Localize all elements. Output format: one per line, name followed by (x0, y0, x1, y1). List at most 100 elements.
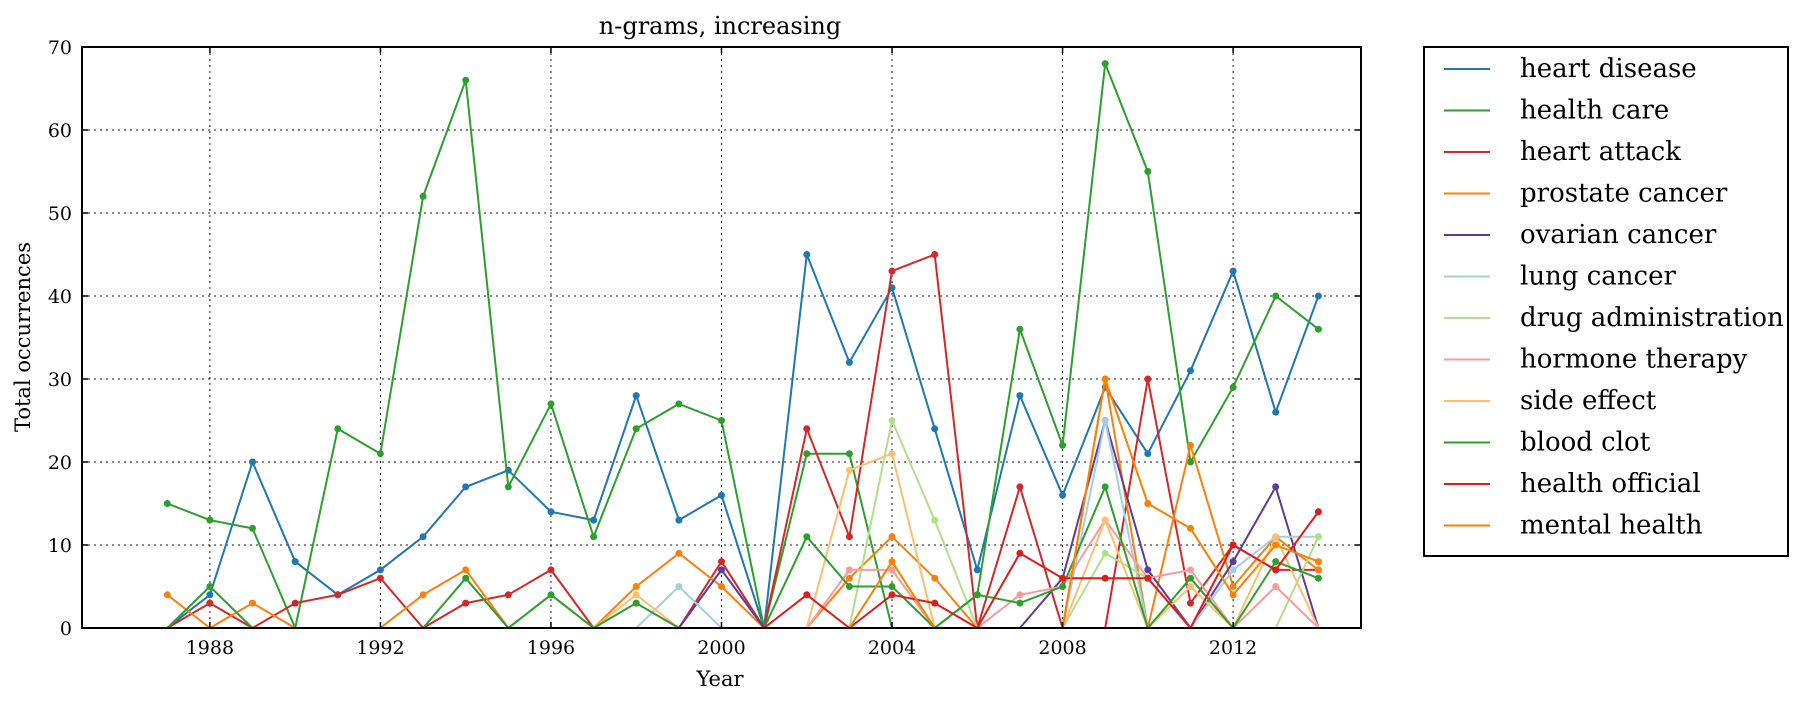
data-point (1272, 292, 1280, 300)
data-point (1272, 583, 1280, 590)
data-point (547, 508, 555, 516)
data-point (1016, 599, 1024, 607)
legend-frame (1423, 46, 1789, 557)
y-tick-label: 70 (48, 37, 72, 59)
data-point (376, 566, 384, 574)
data-point (1272, 566, 1280, 574)
data-point (1101, 574, 1109, 582)
data-point (1272, 541, 1280, 549)
legend-label: drug administration (1520, 303, 1784, 333)
legend-label: health official (1520, 469, 1701, 499)
data-point (206, 516, 214, 524)
data-point (1144, 168, 1152, 175)
chart-title: n-grams, increasing (599, 12, 841, 40)
data-point (845, 450, 853, 458)
legend-label: mental health (1520, 511, 1703, 541)
data-point (504, 483, 512, 491)
legend-label: health care (1520, 96, 1669, 126)
data-point (675, 400, 683, 408)
legend: heart disease health care heart attack pros… (1423, 46, 1789, 557)
data-point (675, 516, 683, 524)
x-tick-label: 2004 (868, 637, 916, 659)
y-tick-label: 50 (48, 203, 72, 225)
data-point (1229, 383, 1237, 391)
series-line (166, 62, 1320, 629)
data-point (1101, 516, 1109, 524)
data-point (206, 583, 214, 590)
data-point (888, 450, 896, 458)
x-tick-label: 1988 (186, 637, 234, 659)
data-point (1016, 549, 1024, 557)
data-point (376, 450, 384, 458)
data-point (419, 591, 427, 599)
data-point (632, 583, 640, 590)
data-point (334, 425, 342, 433)
data-point (1059, 574, 1067, 582)
data-point (845, 583, 853, 590)
legend-label: heart disease (1520, 54, 1697, 84)
data-point (632, 591, 640, 599)
data-point (1272, 483, 1280, 491)
legend-label: prostate cancer (1520, 179, 1728, 209)
data-point (163, 591, 171, 599)
data-point (1229, 267, 1237, 275)
data-point (1314, 508, 1322, 516)
data-point (1272, 408, 1280, 416)
data-point (334, 591, 342, 599)
legend-label: side effect (1520, 386, 1657, 416)
data-point (1314, 574, 1322, 582)
data-point (675, 583, 683, 590)
data-point (1016, 325, 1024, 333)
series-lines (163, 60, 1322, 629)
legend-label: blood clot (1520, 428, 1651, 458)
data-point (845, 533, 853, 541)
y-tick-label: 60 (48, 120, 72, 142)
data-point (462, 76, 470, 84)
data-point (1144, 450, 1152, 458)
data-point (291, 558, 299, 566)
x-tick-label: 2012 (1209, 637, 1257, 659)
series-11 (167, 375, 1322, 629)
data-point (1101, 60, 1109, 68)
x-axis-label: Year (695, 667, 744, 691)
data-point (1016, 591, 1024, 599)
data-point (1187, 441, 1194, 449)
data-point (504, 591, 512, 599)
data-point (718, 583, 725, 590)
x-tick-label: 1992 (356, 637, 404, 659)
data-point (1314, 566, 1322, 574)
data-point (888, 417, 896, 424)
axis-ticks: 1988 1992 1996 2000 2004 2008 2012 0 10 20 30 40 50 6… (48, 37, 1361, 659)
y-tick-label: 0 (60, 618, 72, 640)
y-tick-label: 20 (48, 452, 72, 474)
legend-item: lung cancer (1444, 262, 1676, 292)
data-point (1314, 325, 1322, 333)
data-point (1101, 483, 1109, 491)
data-point (1314, 292, 1322, 300)
data-point (1016, 392, 1024, 400)
data-point (419, 192, 427, 200)
legend-item: hormone therapy (1444, 345, 1748, 375)
data-point (718, 566, 725, 574)
data-point (547, 566, 555, 574)
data-point (462, 483, 470, 491)
data-point (1229, 591, 1237, 599)
data-point (1229, 566, 1237, 574)
data-point (1272, 558, 1280, 566)
data-point (1144, 500, 1152, 507)
legend-label: lung cancer (1520, 262, 1676, 292)
data-point (1314, 558, 1322, 566)
data-point (803, 425, 811, 433)
legend-label: heart attack (1520, 137, 1681, 167)
y-axis-label: Total occurrences (11, 242, 35, 432)
legend-label: hormone therapy (1520, 345, 1748, 375)
data-point (718, 558, 725, 566)
data-point (931, 425, 939, 433)
legend-item: mental health (1444, 511, 1703, 541)
legend-item: health official (1444, 469, 1701, 499)
data-point (206, 591, 214, 599)
data-point (1101, 417, 1109, 424)
legend-item: drug administration (1444, 303, 1784, 333)
data-point (249, 458, 256, 466)
series-1 (163, 60, 1322, 629)
